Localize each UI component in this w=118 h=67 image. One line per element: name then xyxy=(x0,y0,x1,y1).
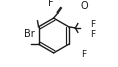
Text: F: F xyxy=(90,20,95,29)
Text: Br: Br xyxy=(24,29,35,39)
Text: F: F xyxy=(90,30,95,39)
Text: F: F xyxy=(82,50,87,59)
Text: F: F xyxy=(48,0,54,8)
Text: O: O xyxy=(81,1,88,11)
